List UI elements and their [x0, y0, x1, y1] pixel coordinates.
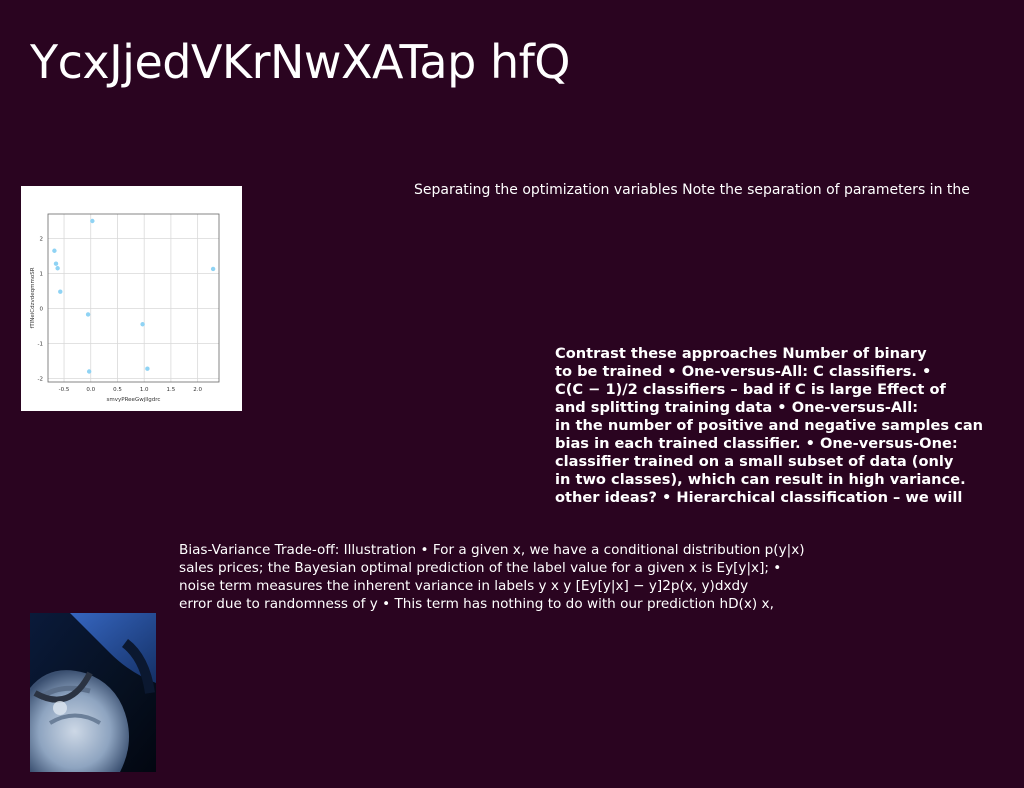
photo-graphic	[30, 613, 156, 772]
x-tick-label: 0.0	[86, 387, 95, 393]
y-axis-label: fTlNeiCdzvdeqmmoSR	[30, 267, 36, 328]
bias-variance-paragraph: Bias-Variance Trade-off: Illustration • …	[179, 541, 805, 613]
plot-frame	[47, 213, 220, 383]
bias-line: sales prices; the Bayesian optimal predi…	[179, 560, 782, 576]
contrast-line: in two classes), which can result in hig…	[555, 471, 966, 488]
x-tick-label: 0.5	[113, 387, 122, 393]
photo-image	[30, 613, 156, 772]
contrast-line: other ideas? • Hierarchical classificati…	[555, 489, 963, 506]
scatter-point	[53, 261, 59, 266]
scatter-chart: -0.5 0.0 0.5 1.0 1.5 2.0 2 1 0 -1 -2 smvyPReeGwjllg…	[21, 186, 242, 411]
separating-text: Separating the optimization variables No…	[414, 182, 970, 198]
contrast-line: bias in each trained classifier. • One-v…	[555, 435, 958, 452]
y-tick-label: 0	[40, 307, 44, 313]
slide-title: YcxJjedVKrNwXATap hfQ	[30, 35, 571, 89]
scatter-point	[55, 266, 60, 271]
x-tick-label: 2.0	[193, 387, 202, 393]
scatter-point	[140, 322, 145, 327]
scatter-point	[145, 366, 150, 371]
contrast-line: Contrast these approaches Number of bina…	[555, 345, 927, 362]
scatter-point	[85, 312, 91, 317]
contrast-line: in the number of positive and negative s…	[555, 417, 984, 434]
bias-line: error due to randomness of y • This term…	[179, 596, 774, 612]
contrast-paragraph: Contrast these approaches Number of bina…	[555, 345, 1020, 507]
scatter-point	[86, 369, 92, 374]
scatter-point	[90, 218, 95, 224]
x-tick-label: 1.0	[140, 387, 149, 393]
contrast-line: classifier trained on a small subset of …	[555, 453, 954, 470]
contrast-line: to be trained • One-versus-All: C classi…	[555, 363, 932, 380]
y-tick-label: -2	[38, 377, 43, 383]
bias-line: Bias-Variance Trade-off: Illustration • …	[179, 542, 805, 558]
contrast-line: C(C − 1)/2 classifiers – bad if C is lar…	[555, 381, 946, 398]
x-axis-label: smvyPReeGwjllgdrc	[107, 397, 161, 403]
contrast-line: and splitting training data • One-versus…	[555, 399, 919, 416]
y-tick-label: 1	[40, 272, 44, 278]
x-tick-label: 1.5	[167, 387, 176, 393]
y-tick-label: 2	[40, 237, 44, 243]
scatter-point	[210, 266, 216, 272]
y-tick-label: -1	[38, 342, 43, 348]
scatter-point	[58, 289, 63, 294]
bias-line: noise term measures the inherent varianc…	[179, 578, 749, 594]
scatter-point	[52, 248, 57, 253]
x-tick-label: -0.5	[59, 387, 70, 393]
scatter-chart-svg: -0.5 0.0 0.5 1.0 1.5 2.0 2 1 0 -1 -2 smvyPReeGwjllg…	[30, 213, 220, 403]
